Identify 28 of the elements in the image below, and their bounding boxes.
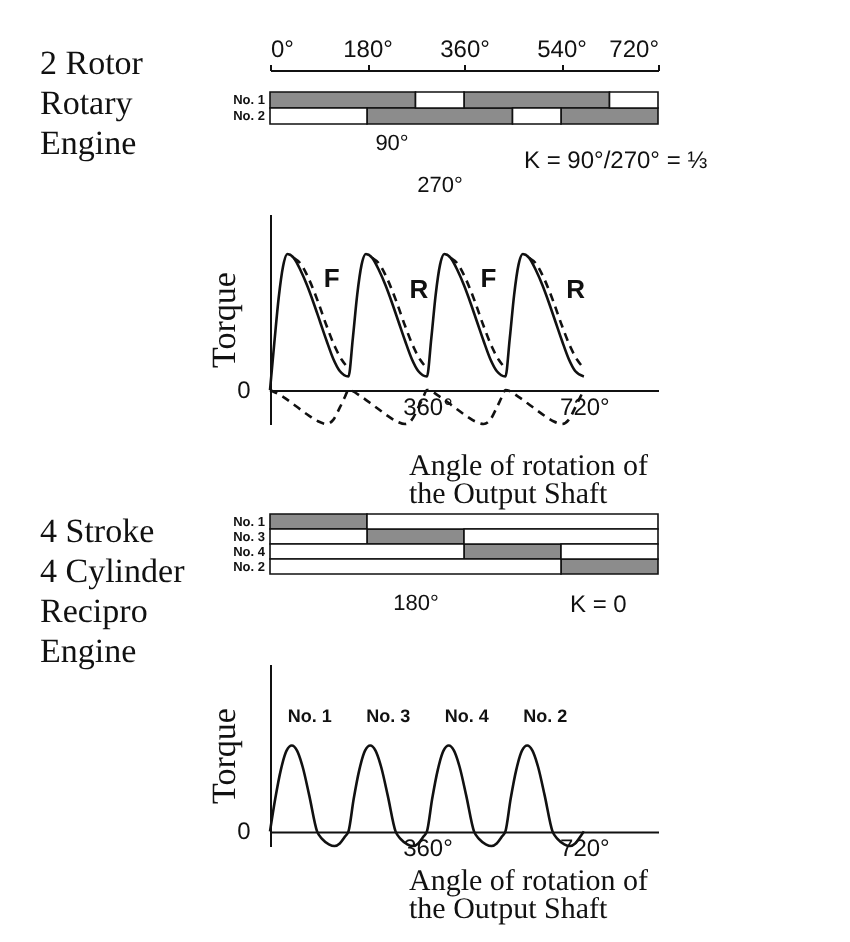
x-tick-label: 540° — [537, 35, 588, 63]
x-tick-label: 360° — [440, 35, 491, 63]
annotation: No. 2 — [523, 705, 568, 726]
y-axis-title: Torque — [205, 708, 243, 804]
text: 90° — [375, 132, 409, 156]
text: 180° — [393, 592, 439, 616]
annotation: F — [480, 262, 497, 293]
x-tick-label: 720° — [560, 393, 611, 421]
annotation: R — [409, 273, 430, 304]
annotation: No. 4 — [444, 705, 489, 726]
y-axis-title: Torque — [205, 272, 243, 368]
x-tick-label: 0° — [271, 35, 295, 63]
x-tick-label: 180° — [343, 35, 394, 63]
x-axis-title: Angle of rotation of the Output Shaft — [409, 451, 649, 511]
text: 4 Stroke 4 Cylinder Recipro Engine — [40, 512, 186, 670]
annotation: 0 — [237, 376, 252, 404]
chart-title: 2 Rotor Rotary Engine — [40, 44, 144, 162]
annotation: F — [323, 262, 340, 293]
annotation: R — [566, 273, 587, 304]
text: 270° — [417, 174, 463, 198]
annotation: No. 3 — [366, 705, 411, 726]
x-axis-title: Angle of rotation of the Output Shaft — [409, 866, 649, 927]
x-tick-label: 360° — [403, 393, 454, 421]
text: K = 90°/270° = ⅓ — [524, 146, 708, 174]
annotation: No. 1 — [287, 705, 332, 726]
text: K = 0 — [570, 590, 628, 618]
annotation: 0 — [237, 817, 252, 846]
x-tick-label: 720° — [609, 35, 660, 63]
